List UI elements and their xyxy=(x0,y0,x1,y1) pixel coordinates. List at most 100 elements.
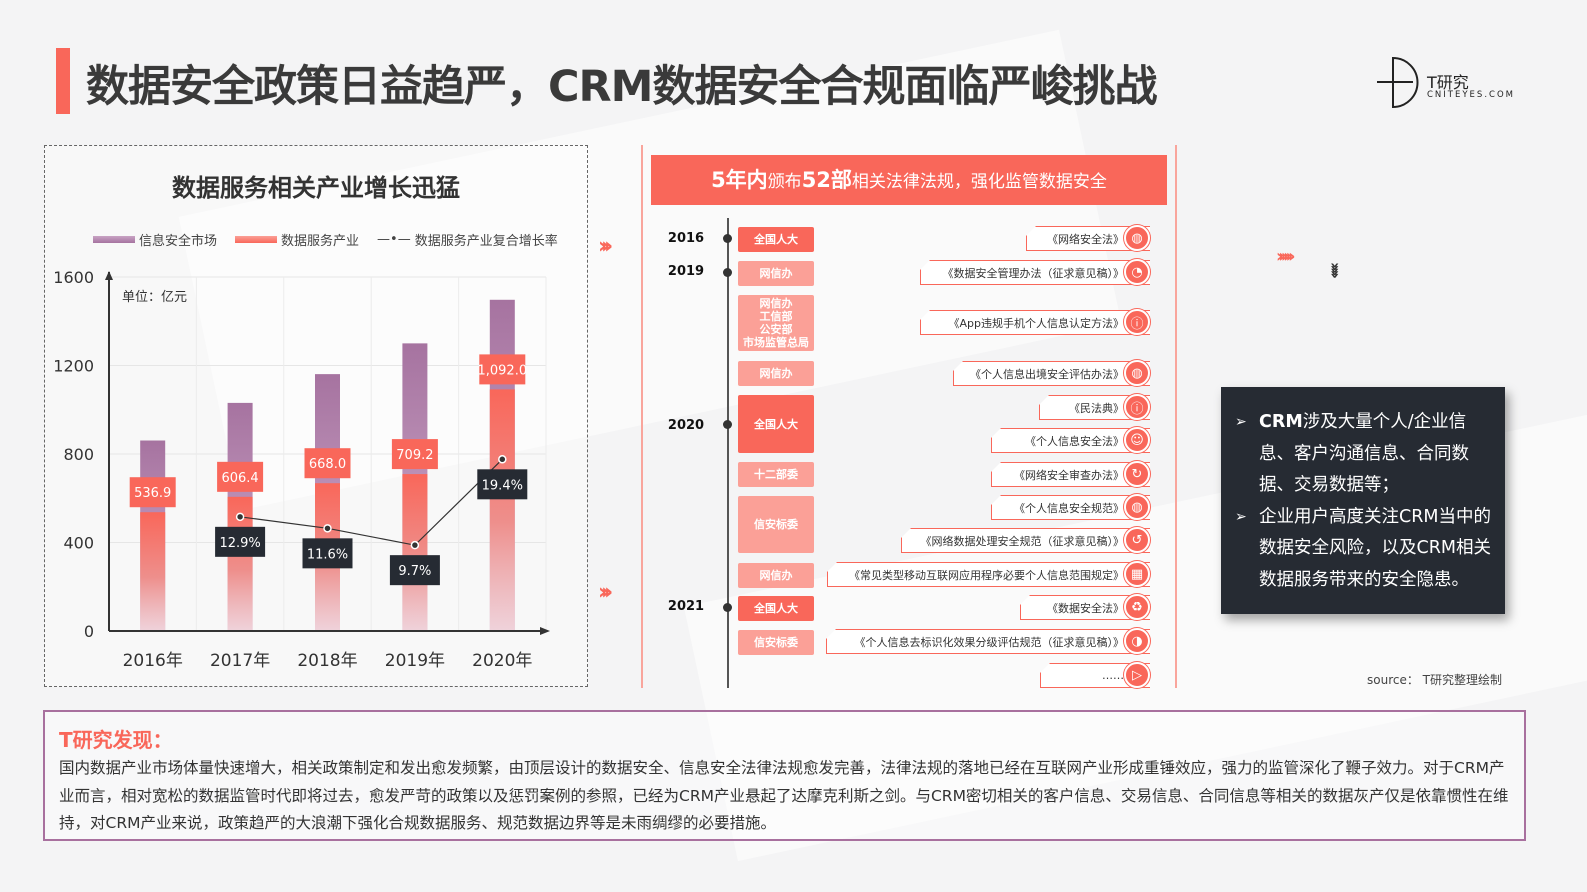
x-tick-label: 2018年 xyxy=(297,651,357,671)
growth-label: 12.9% xyxy=(219,536,260,551)
chart-panel: 0 400 800 1200 1600 2016年 2017年 2018年 2019年 2020年… xyxy=(44,145,588,687)
growth-point xyxy=(498,455,507,464)
data-label-box xyxy=(391,439,438,470)
insight-bold: CRM xyxy=(1259,412,1303,432)
org-label: 网信办 xyxy=(738,563,814,588)
logo-name: T研究 xyxy=(1427,73,1469,92)
arrow-right-icon: ››› xyxy=(598,234,613,259)
header-text: 颁布 xyxy=(767,172,802,192)
chart-legend: 信息安全市场 数据服务产业 —•— 数据服务产业复合增长率 xyxy=(93,230,558,249)
header-highlight: 52部 xyxy=(801,168,852,192)
law-icon: ↻ xyxy=(1124,461,1150,487)
legend-item-growth-rate: —•— 数据服务产业复合增长率 xyxy=(377,230,558,249)
growth-label-box xyxy=(215,526,266,557)
x-tick-label: 2020年 xyxy=(472,651,532,671)
findings-body: 国内数据产业市场体量快速增大，相关政策制定和发出愈发频繁，由顶层设计的数据安全、… xyxy=(59,759,1509,832)
law-item: 《App违规手机个人信息认定方法》 xyxy=(920,310,1150,335)
legend-item-info-security: 信息安全市场 xyxy=(93,230,217,249)
growth-label: 11.6% xyxy=(307,547,348,562)
law-item: 《个人信息安全规范》 xyxy=(991,495,1150,520)
x-tick-label: 2016年 xyxy=(123,651,183,671)
data-label: 709.2 xyxy=(396,448,433,463)
y-tick-label: 400 xyxy=(63,534,94,553)
curved-arrow-icon: ›››››› xyxy=(1276,246,1295,267)
timeline-year: 2019 xyxy=(667,264,705,279)
bar-line-chart: 0 400 800 1200 1600 2016年 2017年 2018年 2019年 2020年… xyxy=(53,268,550,671)
logo-mark-icon xyxy=(1377,56,1419,109)
timeline-dot xyxy=(723,603,732,612)
legend-swatch xyxy=(235,236,278,243)
growth-label-box xyxy=(477,469,528,500)
page-title: 数据安全政策日益趋严，CRM数据安全合规面临严峻挑战 xyxy=(86,62,1157,112)
growth-point xyxy=(410,540,420,550)
data-label: 536.9 xyxy=(134,486,171,501)
insight-box: ➢ CRM涉及大量个人/企业信息、客户沟通信息、合同数据、交易数据等； ➢ 企业用户… xyxy=(1221,387,1505,614)
source-note: source： T研究整理绘制 xyxy=(1367,673,1502,687)
timeline-dot xyxy=(723,234,732,243)
law-item: 《网络数据处理安全规范（征求意见稿）》 xyxy=(901,528,1150,553)
law-icon: ↺ xyxy=(1124,527,1150,553)
legend-label: 数据服务产业复合增长率 xyxy=(414,234,558,249)
timeline-dot xyxy=(723,420,732,429)
org-label: 全国人大 xyxy=(738,395,814,453)
law-item: 《常见类型移动互联网应用程序必要个人信息范围规定》 xyxy=(827,562,1150,587)
data-label: 668.0 xyxy=(309,457,346,472)
bar-data-service xyxy=(489,389,515,631)
org-label: 全国人大 xyxy=(738,227,814,252)
law-icon: ◍ xyxy=(1124,360,1150,386)
chart-title: 数据服务相关产业增长迅猛 xyxy=(172,174,460,202)
data-label-box xyxy=(304,448,351,479)
law-item: 《个人信息出境安全评估办法》 xyxy=(953,361,1150,386)
arrow-right-icon: ››› xyxy=(598,580,613,605)
insight-text: 企业用户高度关注CRM当中的数据安全风险，以及CRM相关数据服务带来的安全隐患。 xyxy=(1259,506,1491,590)
law-item: 《个人信息去标识化效果分级评估规范（征求意见稿）》 xyxy=(826,629,1150,654)
bar-data-service xyxy=(140,512,166,631)
unit-label: 单位：亿元 xyxy=(122,290,187,305)
data-label: 1,092.0 xyxy=(477,363,527,378)
y-tick-label: 1600 xyxy=(53,268,94,287)
policy-panel-header: 5年内颁布52部相关法律法规，强化监管数据安全 xyxy=(651,155,1167,205)
law-item: 《网络安全审查办法》 xyxy=(991,462,1150,487)
law-icon: ▦ xyxy=(1124,561,1150,587)
bullet-arrow-icon: ➢ xyxy=(1235,508,1247,525)
timeline-year: 2021 xyxy=(667,599,705,614)
org-label: 网信办 工信部 公安部 市场监管总局 xyxy=(738,295,814,351)
law-icon: ⓘ xyxy=(1124,309,1150,335)
law-icon: ♻ xyxy=(1124,594,1150,620)
data-label-box xyxy=(129,477,176,508)
policy-panel xyxy=(641,145,1177,688)
growth-label-box xyxy=(302,538,353,569)
law-icon: ◍ xyxy=(1124,225,1150,251)
chevron-down-icon: ››››› xyxy=(1326,262,1345,275)
growth-label: 9.7% xyxy=(398,564,431,579)
y-tick-label: 0 xyxy=(84,622,94,641)
legend-label: 数据服务产业 xyxy=(281,234,360,249)
bar-data-service xyxy=(402,474,428,631)
org-label: 信安标委 xyxy=(738,630,814,655)
insight-point: ➢ CRM涉及大量个人/企业信息、客户沟通信息、合同数据、交易数据等； xyxy=(1235,407,1499,502)
org-label: 全国人大 xyxy=(738,596,814,621)
timeline-axis xyxy=(727,218,729,688)
y-axis-arrow xyxy=(105,271,113,280)
data-label: 606.4 xyxy=(221,471,258,486)
bullet-arrow-icon: ➢ xyxy=(1235,414,1247,430)
findings-title: T研究发现： xyxy=(59,728,173,752)
header-highlight: 5年内 xyxy=(711,168,768,192)
growth-point xyxy=(235,512,245,522)
org-label: 网信办 xyxy=(738,261,814,286)
x-axis-arrow xyxy=(540,627,550,635)
x-tick-label: 2019年 xyxy=(385,651,445,671)
timeline-year: 2016 xyxy=(667,231,705,246)
org-label: 网信办 xyxy=(738,361,814,386)
data-label-box xyxy=(479,354,526,385)
logo-domain: CNITEYES.COM xyxy=(1427,90,1515,100)
growth-point xyxy=(323,524,332,533)
growth-label-box xyxy=(389,555,440,586)
timeline-dot xyxy=(723,268,732,277)
growth-label: 19.4% xyxy=(482,478,523,493)
legend-line-marker: —•— xyxy=(377,232,411,247)
legend-swatch xyxy=(93,236,135,243)
org-label: 信安标委 xyxy=(738,496,814,553)
insight-point: ➢ 企业用户高度关注CRM当中的数据安全风险，以及CRM相关数据服务带来的安全隐患… xyxy=(1235,502,1499,597)
findings-box: T研究发现： 国内数据产业市场体量快速增大，相关政策制定和发出愈发频繁，由顶层设… xyxy=(43,710,1526,841)
